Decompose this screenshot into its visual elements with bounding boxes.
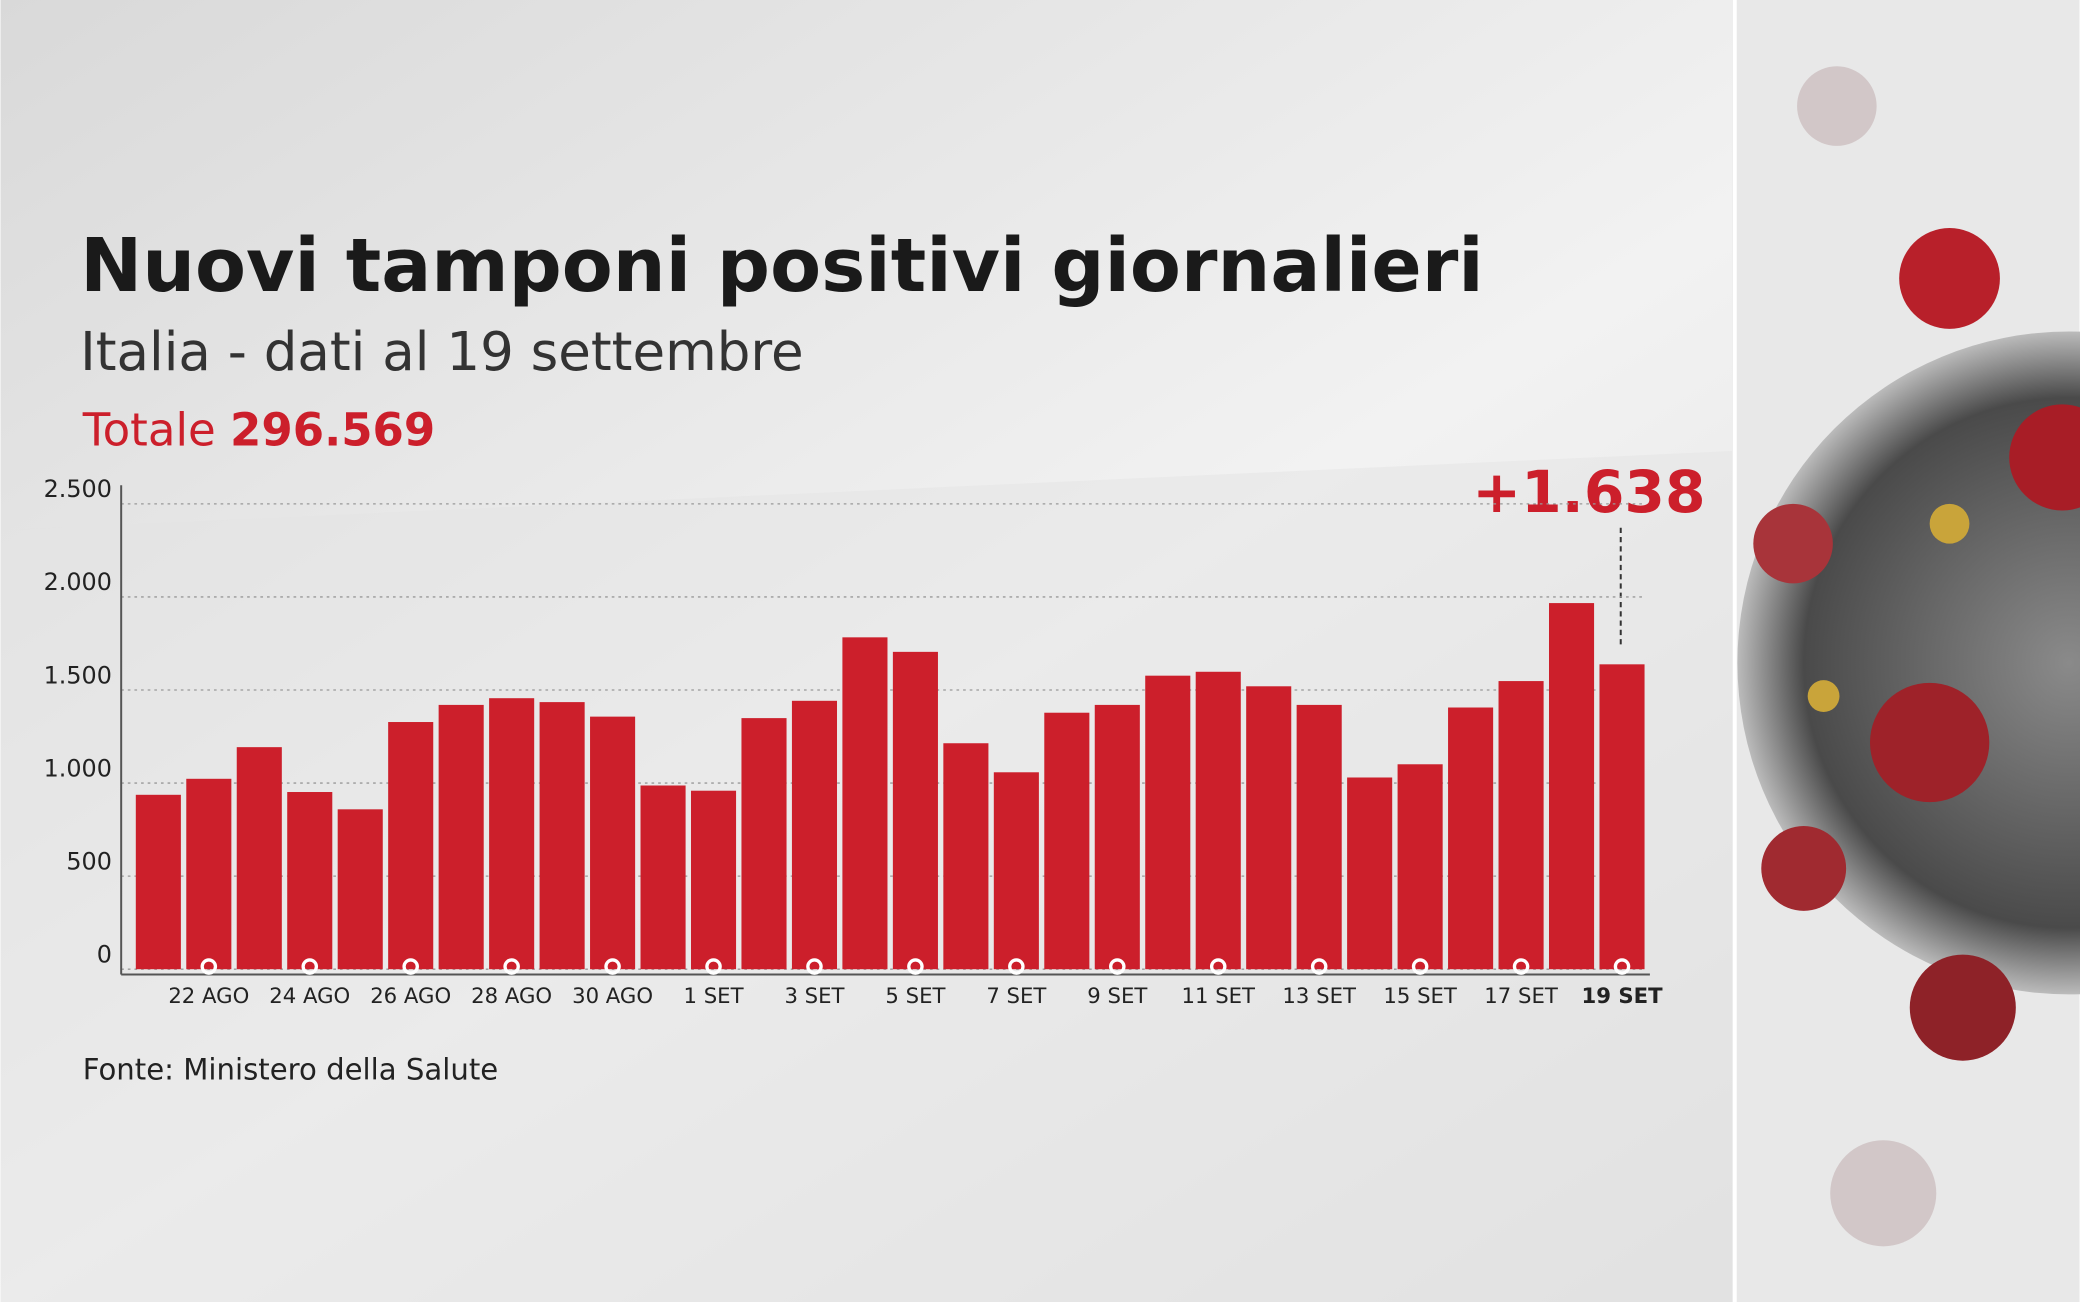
- y-tick-label: 1.500: [44, 661, 112, 689]
- total-line: Totale 296.569: [82, 404, 436, 457]
- bar: [337, 809, 383, 970]
- annotation: +1.638: [1472, 458, 1705, 526]
- x-tick-label: 19 SET: [1581, 984, 1663, 1009]
- bar: [1599, 664, 1645, 970]
- date-marker: [301, 958, 319, 975]
- x-tick-label: 22 AGO: [168, 984, 249, 1009]
- date-marker: [1613, 958, 1631, 975]
- x-tick-label: 5 SET: [885, 984, 946, 1009]
- date-marker: [1209, 958, 1227, 975]
- bar: [1498, 681, 1544, 970]
- bar: [640, 785, 686, 970]
- plot-area: 0 500 1.000 1.500 2.000 2.500 22 AGO 24 AGO 26 A…: [44, 475, 1664, 1009]
- bar: [690, 790, 737, 970]
- date-marker: [200, 958, 218, 975]
- chart-subtitle: Italia - dati al 19 settembre: [80, 321, 804, 383]
- date-marker: [402, 958, 419, 975]
- total-value: 296.569: [230, 404, 435, 457]
- y-tick-label: 500: [66, 847, 112, 875]
- y-tick-label: 1.000: [44, 754, 112, 782]
- x-tick-label: 15 SET: [1383, 984, 1458, 1009]
- bar: [993, 772, 1039, 970]
- bar: [1246, 686, 1292, 970]
- bar: [438, 704, 484, 970]
- y-tick-label: 0: [97, 940, 112, 968]
- bar: [842, 637, 888, 970]
- bar: [590, 716, 636, 970]
- bar: [943, 743, 989, 970]
- x-tick-label: 13 SET: [1282, 984, 1357, 1009]
- x-tick-label: 24 AGO: [269, 984, 350, 1009]
- bar: [539, 702, 585, 970]
- bar: [1044, 712, 1090, 970]
- bar: [236, 747, 282, 970]
- bar: [1548, 603, 1595, 970]
- x-tick-label: 1 SET: [684, 984, 745, 1009]
- date-marker: [1411, 958, 1429, 975]
- x-tick-label: 11 SET: [1181, 984, 1256, 1009]
- bar: [741, 718, 787, 970]
- bar: [287, 792, 333, 970]
- date-marker: [806, 958, 823, 975]
- bar: [186, 778, 232, 970]
- total-label: Totale: [82, 404, 216, 457]
- x-tick-label: 7 SET: [986, 984, 1047, 1009]
- bar: [892, 651, 938, 970]
- bar: [791, 700, 838, 970]
- date-marker: [1008, 958, 1025, 975]
- x-tick-label: 28 AGO: [471, 984, 552, 1009]
- x-tick-label: 26 AGO: [370, 984, 451, 1009]
- bar: [1347, 777, 1393, 970]
- date-marker: [1512, 958, 1530, 975]
- bar: [1448, 707, 1494, 970]
- virus-illustration: [1732, 0, 2080, 1302]
- bar: [1296, 704, 1342, 970]
- bar: [388, 722, 434, 970]
- x-tick-label: 9 SET: [1087, 984, 1148, 1009]
- bar: [1094, 704, 1140, 970]
- date-marker: [705, 958, 722, 975]
- x-tick-label: 17 SET: [1484, 984, 1559, 1009]
- date-marker: [604, 958, 621, 975]
- x-tick-label: 30 AGO: [572, 984, 653, 1009]
- date-marker: [1310, 958, 1328, 975]
- y-tick-label: 2.500: [44, 475, 112, 503]
- x-tick-label: 3 SET: [784, 984, 845, 1009]
- source: Fonte: Ministero della Salute: [83, 1052, 498, 1086]
- date-marker: [1109, 958, 1126, 975]
- bar: [1397, 764, 1443, 970]
- bar: [1195, 671, 1241, 970]
- chart-title: Nuovi tamponi positivi giornalieri: [80, 222, 1484, 309]
- date-marker: [503, 958, 520, 975]
- y-tick-label: 2.000: [44, 568, 112, 596]
- bar: [135, 794, 181, 970]
- bar: [489, 698, 535, 970]
- bar: [1145, 675, 1191, 970]
- date-marker: [907, 958, 924, 975]
